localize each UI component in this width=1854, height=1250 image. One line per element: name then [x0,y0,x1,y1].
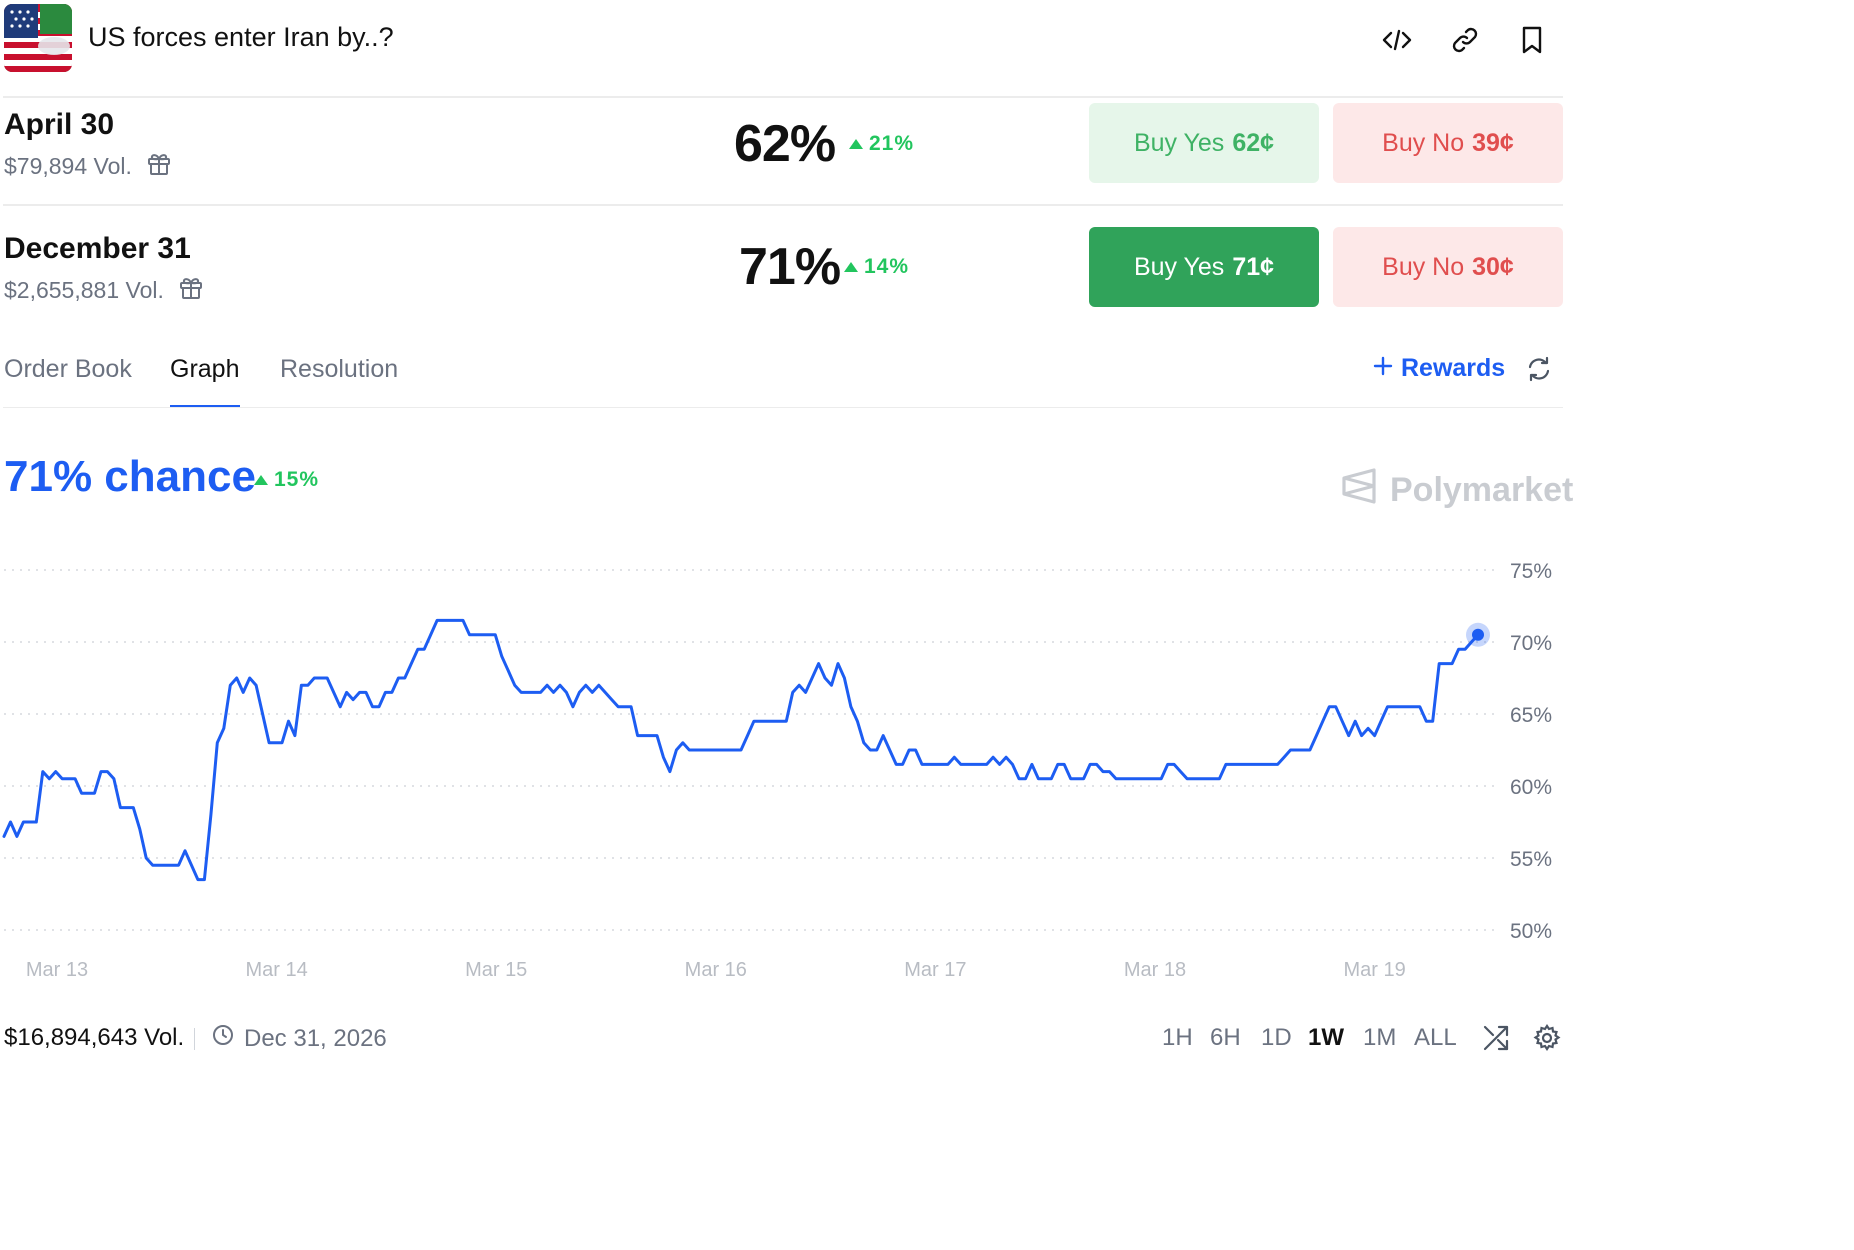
outcome-change-value: 21% [869,132,915,155]
row-divider [3,204,1563,206]
buy-yes-label: Buy Yes [1133,128,1225,157]
range-1d[interactable]: 1D [1261,1024,1292,1051]
price-chart[interactable]: 75% 70% 65% 60% 55% 50% Mar 13 Mar 14 Mar 15 Mar … [0,540,1854,1000]
end-date-text: Dec 31, 2026 [244,1024,387,1052]
rewards-label: Rewards [1401,354,1506,382]
outcome-volume-text: $2,655,881 Vol. [4,276,164,303]
shuffle-icon[interactable] [1482,1024,1510,1057]
outcome-change: 21% [849,132,914,156]
buy-no-label: Buy No [1382,252,1465,281]
tab-graph[interactable]: Graph [170,355,240,383]
price-line [2,618,1480,882]
total-volume: $16,894,643 Vol. [4,1024,185,1051]
link-icon[interactable] [1445,20,1485,60]
buy-no-label: Buy No [1382,128,1465,157]
outcome-volume: $2,655,881 Vol. [4,274,204,306]
y-tick-label: 70% [1510,632,1552,655]
x-tick-label: Mar 18 [1124,959,1186,981]
end-date: Dec 31, 2026 [212,1024,387,1053]
range-1m[interactable]: 1M [1363,1024,1397,1051]
rewards-button[interactable]: Rewards [1373,354,1505,383]
x-tick-label: Mar 19 [1343,959,1405,981]
outcome-change-value: 14% [864,255,910,278]
refresh-icon[interactable] [1526,356,1552,387]
outcome-percent: 71% [739,238,841,296]
current-point [1472,628,1484,641]
up-arrow-icon [844,262,858,272]
range-all[interactable]: ALL [1414,1024,1457,1051]
buy-no-button[interactable]: Buy No 30¢ [1333,227,1563,307]
outcome-volume: $79,894 Vol. [4,150,172,182]
chance-change-value: 15% [274,468,320,491]
buy-yes-price: 62¢ [1232,128,1275,157]
market-title: US forces enter Iran by..? [88,22,394,52]
market-thumbnail [4,4,72,72]
brand-name: Polymarket [1390,471,1574,509]
polymarket-watermark: Polymarket [1340,466,1573,515]
outcome-volume-text: $79,894 Vol. [4,152,132,179]
x-tick-label: Mar 14 [245,959,307,981]
outcome-change: 14% [844,255,909,279]
y-tick-label: 60% [1510,776,1552,799]
range-1w[interactable]: 1W [1308,1024,1344,1051]
chance-label: 71% chance [4,452,256,501]
outcome-name: December 31 [4,232,191,265]
header-divider [3,96,1563,98]
x-tick-label: Mar 17 [904,959,966,981]
gift-icon[interactable] [146,150,172,182]
buy-no-price: 39¢ [1472,128,1514,157]
buy-no-button[interactable]: Buy No 39¢ [1333,103,1563,183]
buy-yes-label: Buy Yes [1133,252,1225,281]
tab-order-book[interactable]: Order Book [4,355,132,383]
active-tab-indicator [170,405,240,408]
buy-yes-button[interactable]: Buy Yes 62¢ [1089,103,1319,183]
footer-separator [194,1028,195,1050]
x-tick-label: Mar 16 [685,959,747,981]
outcome-percent: 62% [734,115,836,173]
buy-yes-price: 71¢ [1232,252,1275,281]
embed-code-icon[interactable] [1377,20,1417,60]
bookmark-icon[interactable] [1512,20,1552,60]
gift-icon[interactable] [178,274,204,306]
plus-icon [1373,354,1393,383]
clock-icon [212,1024,234,1053]
buy-no-price: 30¢ [1472,252,1514,281]
buy-yes-button[interactable]: Buy Yes 71¢ [1089,227,1319,307]
range-1h[interactable]: 1H [1162,1024,1193,1051]
x-tick-label: Mar 15 [465,959,527,981]
x-tick-label: Mar 13 [26,959,88,981]
outcome-name: April 30 [4,108,115,141]
up-arrow-icon [849,139,863,149]
y-tick-label: 75% [1510,560,1552,583]
tab-resolution[interactable]: Resolution [280,355,399,383]
range-6h[interactable]: 6H [1210,1024,1241,1051]
chance-change: 15% [254,468,319,492]
y-tick-label: 65% [1510,704,1552,727]
polymarket-logo-icon [1340,466,1378,515]
tabs-divider [3,407,1563,408]
y-tick-label: 50% [1510,920,1552,943]
y-tick-label: 55% [1510,848,1552,871]
settings-gear-icon[interactable] [1533,1024,1561,1057]
up-arrow-icon [254,475,268,485]
